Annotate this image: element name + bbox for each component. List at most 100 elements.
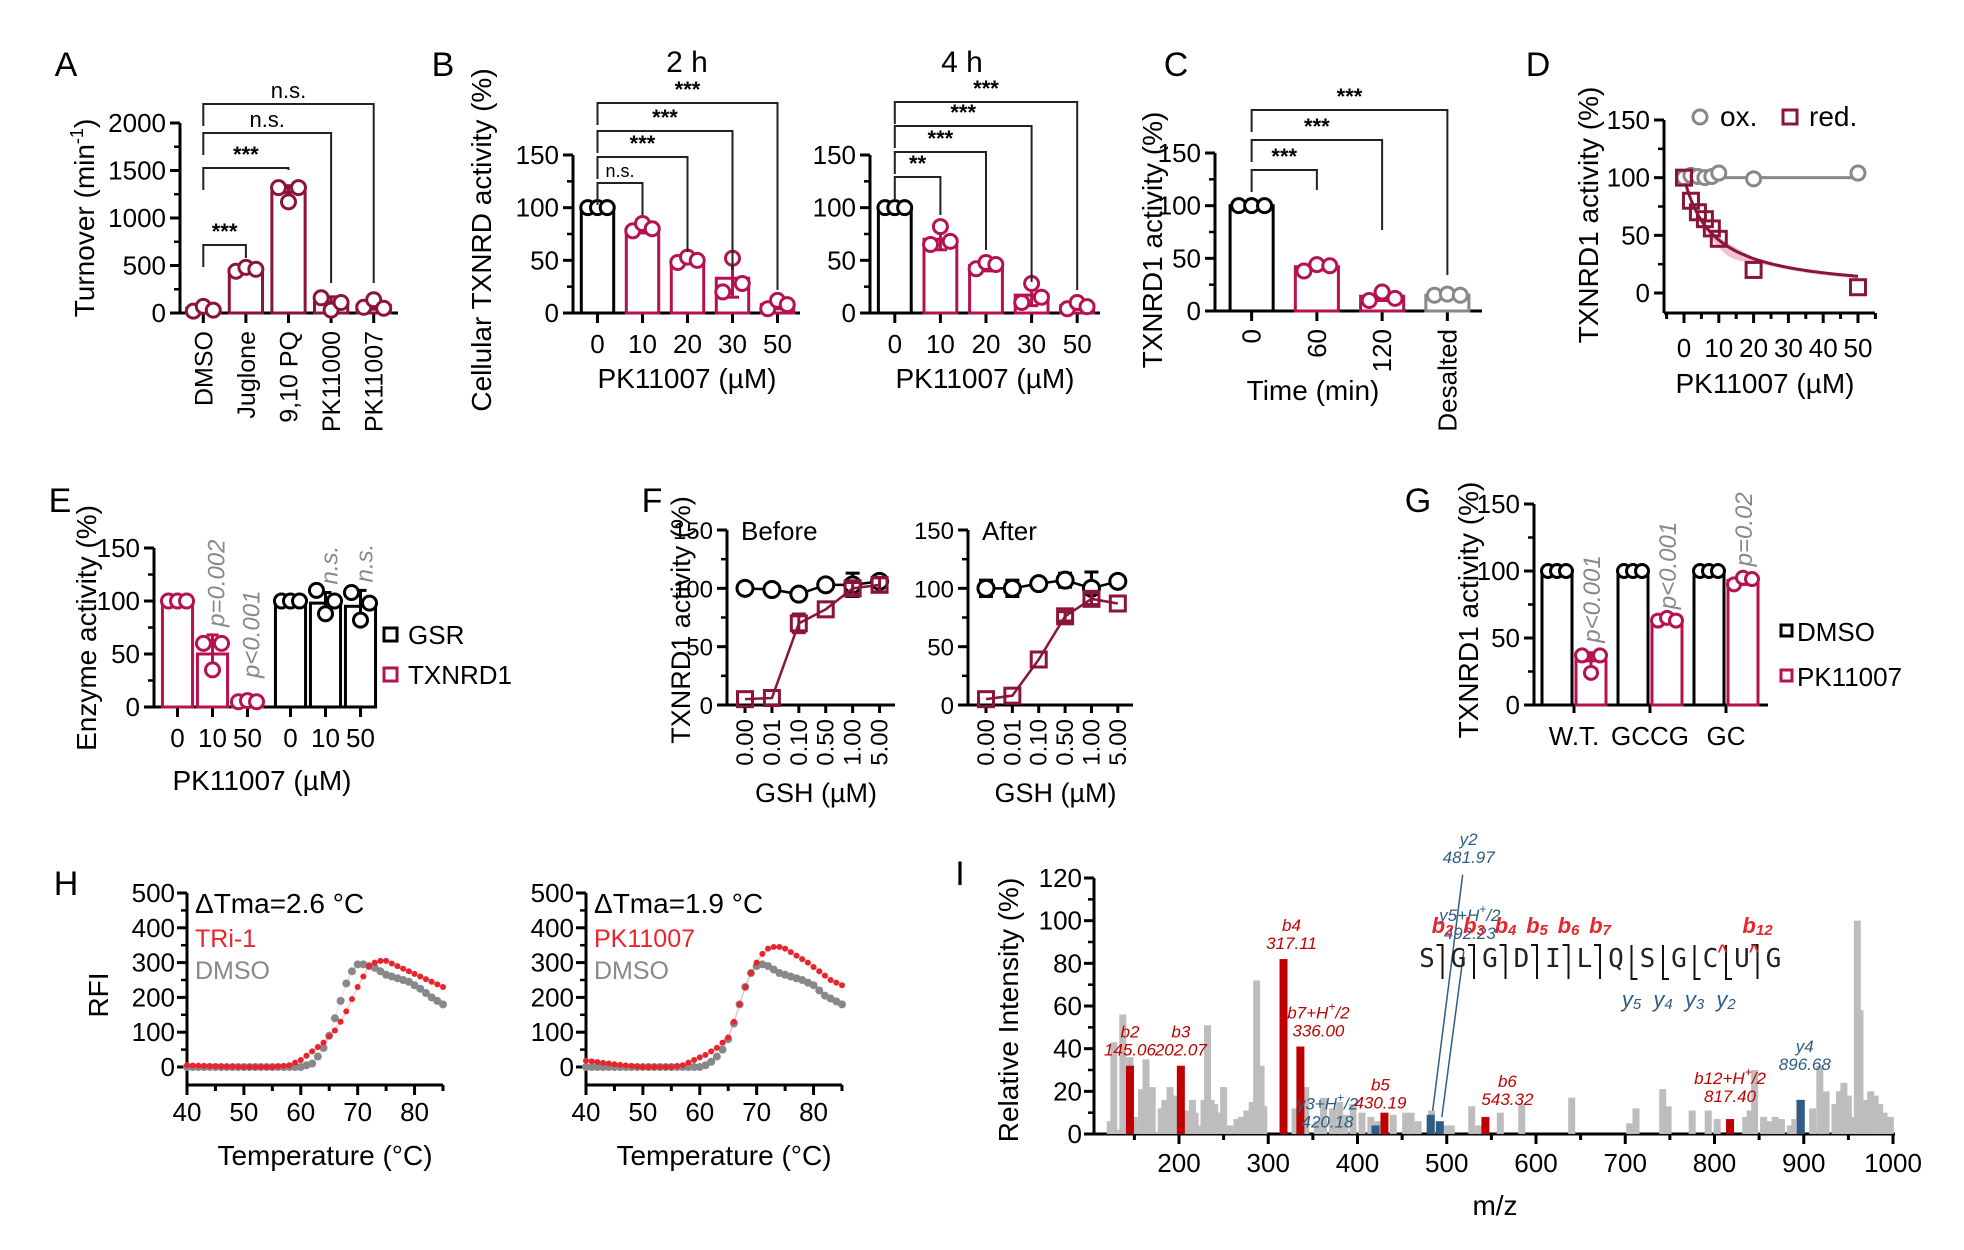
peak-ion-suffix: /2	[1334, 1004, 1350, 1023]
x-tick-label: 80	[799, 1097, 828, 1127]
x-tick-label: 60	[286, 1097, 315, 1127]
data-point-tri-1	[422, 976, 429, 983]
data-point-pk11007	[639, 1064, 646, 1070]
data-point	[1078, 298, 1096, 316]
b-ion-bracket	[1531, 944, 1538, 979]
significance-label: ***	[928, 126, 954, 151]
b-ion-letter: b	[1432, 913, 1445, 938]
spectrum-peak	[1771, 1116, 1779, 1134]
y-tick-label: 2000	[108, 108, 166, 138]
data-point-tri-1	[263, 1064, 270, 1070]
x-tick-label: 30	[1774, 333, 1803, 363]
significance-bracket	[202, 132, 333, 283]
significance-label: ***	[233, 142, 259, 167]
spectrum-peak	[1358, 1112, 1366, 1134]
sequence-residue: Q	[1608, 944, 1624, 974]
peak-ion-suffix: /2	[1485, 906, 1501, 925]
spectrum-peak	[1688, 1110, 1696, 1134]
data-point-tri-1	[235, 1063, 242, 1070]
peak-mz-value: 145.06	[1104, 1041, 1157, 1060]
data-point-gsr	[1002, 578, 1022, 598]
spectrum-peak	[1142, 1059, 1150, 1134]
data-point-dmso	[593, 1063, 602, 1071]
panel-label-d: D	[1526, 46, 1551, 84]
panel-F1: 0 50 100 150 0.00 0.01 0.10 0.50 1.00 5.00 Before G…	[666, 496, 895, 808]
x-tick-label: 20	[673, 329, 702, 359]
b-ion-label: b3	[1463, 913, 1485, 939]
peak-ion-label: b5	[1371, 1076, 1390, 1095]
sequence-residue: D	[1514, 944, 1530, 974]
data-point-dmso	[353, 960, 362, 969]
data-point-pk11007	[713, 1044, 720, 1051]
significance-bracket	[596, 130, 734, 270]
significance-label: ***	[973, 76, 999, 101]
data-point-tri-1	[400, 965, 407, 972]
x-tick-label: 10	[311, 723, 340, 753]
panel-H1: 0 100 200 300 400 500 40 50 60 70 80 ΔTma=2.6 °C TRi…	[83, 878, 447, 1171]
significance-bracket	[1250, 169, 1318, 192]
data-point-tri-1	[360, 973, 367, 980]
spectrum-peak	[1835, 1091, 1843, 1134]
b-ion-bracket	[1594, 944, 1601, 979]
panel-label-c: C	[1164, 46, 1189, 84]
data-point	[1574, 647, 1590, 664]
data-point	[326, 592, 344, 610]
data-point-tri-1	[405, 968, 412, 975]
y-tick-label: 0	[1187, 296, 1201, 326]
data-point-dmso	[718, 1045, 727, 1054]
spectrum-peak	[1766, 1121, 1774, 1134]
legend-label-txnrd1: TXNRD1	[408, 660, 512, 690]
x-tick-label: 0.01	[999, 719, 1026, 766]
peak-ion-name: y5+H	[1438, 906, 1480, 925]
data-point	[922, 236, 940, 254]
data-point-pk11007	[622, 1062, 629, 1069]
label-leader-line	[1441, 951, 1465, 1118]
spectrum-peak-labeled	[1481, 1116, 1490, 1134]
y-tick-label: 0	[1506, 690, 1520, 720]
peak-mz-value: 336.00	[1292, 1022, 1345, 1041]
y-tick-label: 150	[813, 140, 856, 170]
y-tick-label: 50	[1172, 243, 1201, 273]
data-point-gsr	[1055, 570, 1075, 590]
y-tick-label: 100	[1477, 556, 1520, 586]
x-tick-label: 50	[1063, 329, 1092, 359]
bar	[876, 206, 913, 315]
data-point	[1256, 197, 1274, 215]
peak-ion-name: b5	[1371, 1076, 1390, 1095]
x-tick-label: 0.50	[1052, 719, 1079, 766]
data-point-tri-1	[195, 1062, 202, 1069]
x-tick-label: 80	[400, 1097, 429, 1127]
spectrum-peak	[1402, 1112, 1410, 1134]
data-point-pk11007	[611, 1061, 618, 1068]
data-point-pk11007	[691, 1057, 698, 1064]
y-tick-label: 0	[700, 693, 713, 720]
spectrum-peak	[1760, 1116, 1768, 1134]
subpanel-title: 4 h	[941, 46, 983, 79]
data-point-tri-1	[309, 1048, 316, 1055]
data-point-tri-1	[428, 978, 435, 985]
p-value-annotation: n.s.	[317, 546, 344, 585]
x-tick-label: 50	[763, 329, 792, 359]
data-point-pk11007	[674, 1063, 681, 1070]
panel-A: 0 500 1000 1500 2000 DMSO Juglone 9,10 PQ PK1100…	[67, 78, 398, 432]
data-point-dmso	[421, 989, 430, 998]
data-point	[312, 289, 330, 307]
data-point-dmso	[809, 981, 818, 990]
y-axis-label: TXNRD1 activity (%)	[1137, 112, 1168, 369]
x-tick-label: 10	[628, 329, 657, 359]
data-point	[941, 232, 959, 250]
spectrum-peak	[1191, 1112, 1199, 1134]
data-point-pk11007	[656, 1064, 663, 1070]
y-ion-sub: 5	[1633, 996, 1642, 1013]
y-tick-label: 0	[941, 693, 954, 720]
spectrum-peak	[1443, 1125, 1451, 1134]
data-point	[1373, 283, 1391, 301]
data-point-tri-1	[366, 963, 373, 970]
data-point	[1744, 571, 1760, 588]
spectrum-peak	[1130, 1116, 1138, 1134]
data-point-red	[1849, 278, 1867, 297]
data-point-pk11007	[588, 1058, 595, 1065]
data-point-ox	[1745, 170, 1763, 188]
significance-bracket	[1250, 139, 1384, 230]
x-tick-label: Juglone	[233, 331, 261, 419]
